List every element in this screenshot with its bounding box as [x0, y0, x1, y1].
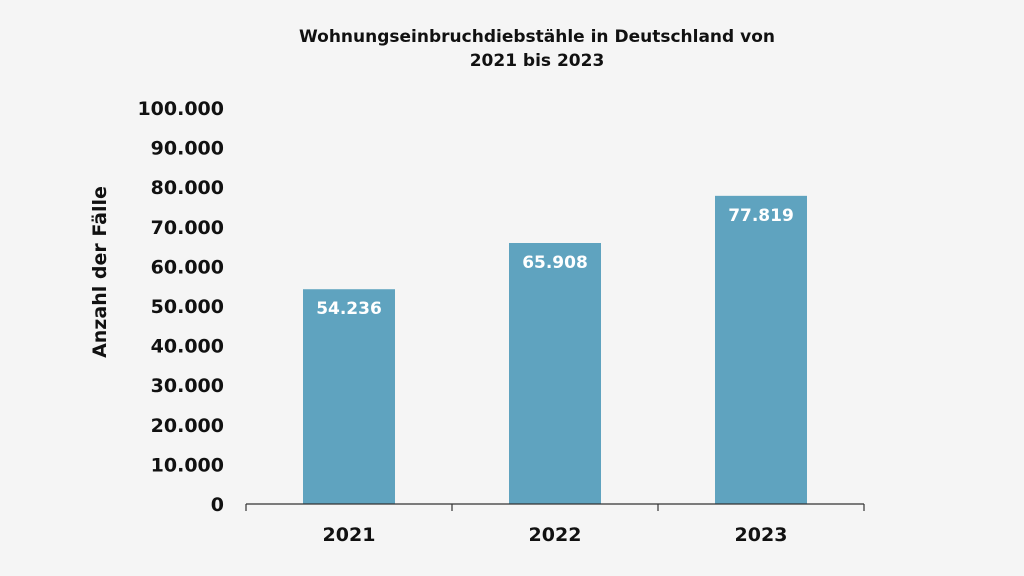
bar-data-labels: 54.236 65.908 77.819	[316, 206, 794, 319]
y-tick-label: 60.000	[151, 256, 224, 278]
y-tick-label: 90.000	[151, 138, 224, 160]
y-axis-title: Anzahl der Fälle	[89, 186, 111, 358]
chart-title-line-2: 2021 bis 2023	[470, 51, 605, 71]
x-axis	[245, 503, 865, 511]
x-tick-label: 2021	[323, 524, 376, 546]
chart-title-line-1: Wohnungseinbruchdiebstähle in Deutschlan…	[299, 27, 775, 47]
bars	[303, 195, 807, 504]
x-axis-tick-labels: 2021 2022 2023	[323, 524, 788, 546]
y-tick-label: 70.000	[151, 217, 224, 239]
bar-2021	[303, 289, 395, 504]
y-tick-label: 20.000	[151, 415, 224, 437]
bar-value-label: 65.908	[522, 253, 588, 273]
bar-2022	[509, 243, 601, 504]
chart-title: Wohnungseinbruchdiebstähle in Deutschlan…	[299, 27, 775, 71]
bar-2023	[715, 195, 807, 504]
x-tick-label: 2022	[529, 524, 582, 546]
bar-value-label: 77.819	[728, 206, 794, 226]
y-tick-label: 0	[211, 494, 224, 516]
y-tick-label: 10.000	[151, 454, 224, 476]
y-tick-label: 40.000	[151, 336, 224, 358]
y-tick-label: 80.000	[151, 177, 224, 199]
bar-value-label: 54.236	[316, 299, 382, 319]
x-tick-label: 2023	[735, 524, 788, 546]
y-tick-label: 100.000	[137, 98, 224, 120]
y-tick-label: 50.000	[151, 296, 224, 318]
y-axis-tick-labels: 0 10.000 20.000 30.000 40.000 50.000 60.000 70.…	[137, 98, 224, 516]
y-tick-label: 30.000	[151, 375, 224, 397]
